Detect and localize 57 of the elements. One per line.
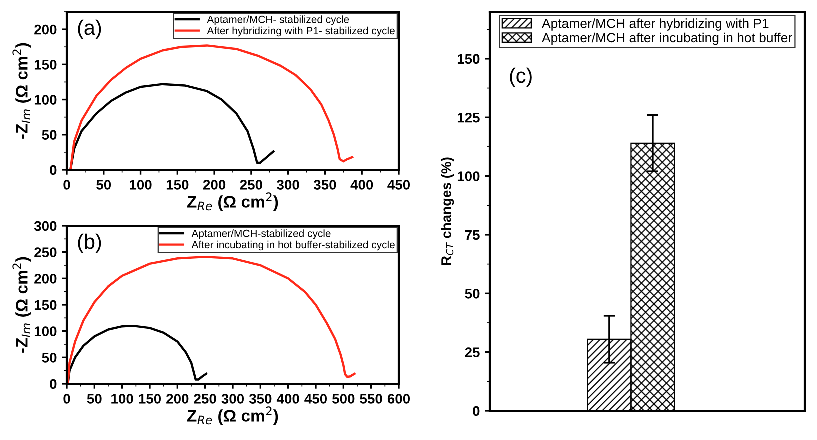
legend-label: After hybridizing with P1- stabilized cycle <box>207 26 395 37</box>
x-tick-label: 300 <box>277 180 300 190</box>
x-tick-label: 0 <box>64 394 70 404</box>
x-tick-label: 250 <box>240 180 262 190</box>
x-tick-label: 200 <box>203 180 226 190</box>
x-axis-title: Z$_{Re}$ (Ω cm$^{2}$) <box>187 192 278 212</box>
y-tick-label: 300 <box>34 221 57 232</box>
x-tick-label: 0 <box>64 180 70 190</box>
chart-title: (b) <box>78 234 102 254</box>
x-tick-label: 150 <box>166 180 189 190</box>
line-series <box>67 256 356 384</box>
x-tick-label: 450 <box>388 180 410 190</box>
x-tick-label: 450 <box>304 394 328 404</box>
y-tick-label: 50 <box>465 288 480 299</box>
x-tick-label: 100 <box>130 180 152 190</box>
y-tick-label: 100 <box>34 95 57 105</box>
y-tick-label: 100 <box>458 172 480 182</box>
y-axis-title: R$_{CT}$ changes (%) <box>441 158 454 266</box>
y-tick-label: 0 <box>473 406 480 416</box>
y-axis-title: -Z$_{Im}$ (Ω cm$^{2}$) <box>12 257 32 353</box>
y-tick-label: 200 <box>34 24 57 35</box>
legend-label: Aptamer/MCH after incubating in hot buffer <box>542 32 792 46</box>
x-tick-label: 500 <box>332 394 355 404</box>
x-tick-label: 250 <box>194 394 216 404</box>
y-tick-label: 125 <box>458 112 480 123</box>
x-tick-label: 600 <box>388 394 410 404</box>
x-tick-label: 300 <box>222 394 244 404</box>
legend-label: Aptamer/MCH-stabilized cycle <box>192 230 331 240</box>
legend-label: Aptamer/MCH- stabilized cycle <box>207 16 350 26</box>
chart-title: (a) <box>78 20 102 40</box>
x-tick-label: 550 <box>360 394 382 404</box>
y-tick-label: 0 <box>50 379 57 390</box>
x-tick-label: 50 <box>87 394 102 404</box>
x-tick-label: 350 <box>249 394 272 404</box>
text: (c) <box>510 68 532 88</box>
y-tick-label: 200 <box>34 274 57 284</box>
y-tick-label: 75 <box>465 230 480 240</box>
y-tick-label: 150 <box>458 54 480 64</box>
y-tick-label: 25 <box>465 348 480 358</box>
y-tick-label: 50 <box>42 353 57 363</box>
x-tick-label: 400 <box>276 394 300 404</box>
y-tick-label: 50 <box>42 130 57 140</box>
y-tick-label: 250 <box>34 248 57 258</box>
y-tick-label: 0 <box>50 165 57 176</box>
legend-label: Aptamer/MCH after hybridizing with P1 <box>542 18 769 31</box>
x-tick-label: 400 <box>350 180 374 190</box>
x-tick-label: 100 <box>112 394 134 404</box>
x-tick-label: 150 <box>139 394 162 404</box>
x-tick-label: 350 <box>314 180 336 190</box>
x-tick-label: 50 <box>96 180 112 190</box>
legend-label: After incubating in hot buffer-stabilized cycle <box>192 240 395 251</box>
x-tick-label: 200 <box>166 394 189 404</box>
x-axis-title: Z$_{Re}$ (Ω cm$^{2}$) <box>187 406 278 426</box>
y-tick-label: 150 <box>34 60 57 70</box>
y-axis-title: -Z$_{Im}$ (Ω cm$^{2}$) <box>12 43 32 139</box>
y-tick-label: 100 <box>34 326 57 337</box>
y-tick-label: 150 <box>34 300 57 310</box>
